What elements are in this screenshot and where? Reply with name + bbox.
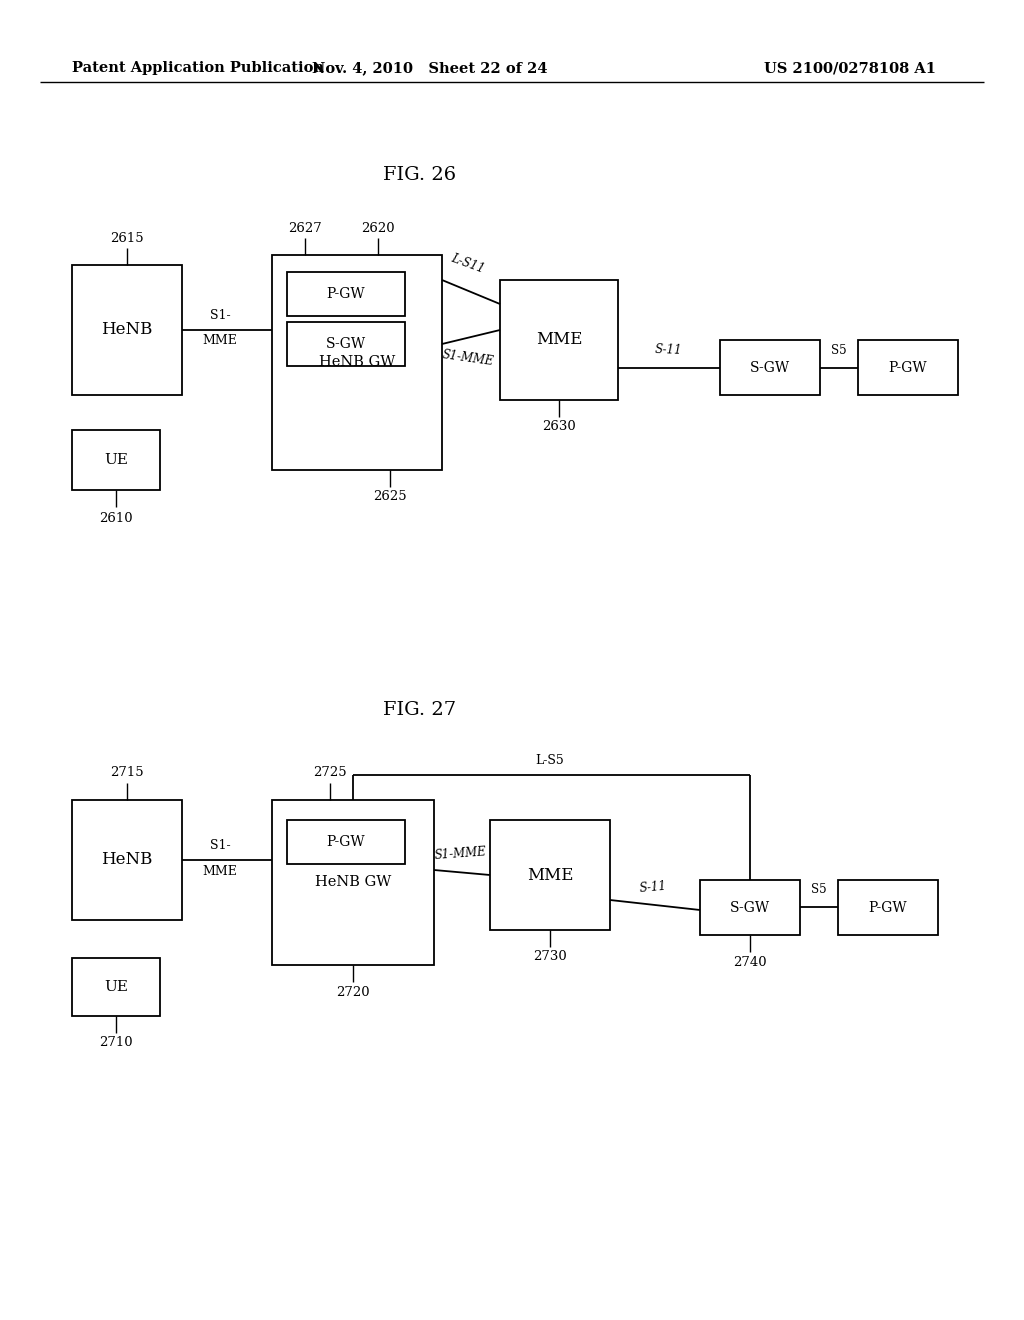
Text: S-GW: S-GW — [730, 900, 770, 915]
Bar — [272, 255, 442, 470]
Text: MME: MME — [203, 334, 238, 347]
Text: 2610: 2610 — [99, 511, 133, 524]
Text: P-GW: P-GW — [868, 900, 907, 915]
Text: HeNB GW: HeNB GW — [314, 875, 391, 890]
Text: 2710: 2710 — [99, 1036, 133, 1049]
Text: S-GW: S-GW — [326, 337, 366, 351]
Text: P-GW: P-GW — [889, 360, 928, 375]
Text: MME: MME — [536, 331, 583, 348]
Text: 2615: 2615 — [111, 231, 143, 244]
Bar — [272, 800, 434, 965]
Text: UE: UE — [104, 453, 128, 467]
Text: 2725: 2725 — [313, 767, 347, 780]
Bar — [287, 820, 406, 865]
Bar — [72, 430, 160, 490]
Text: 2730: 2730 — [534, 950, 567, 964]
Text: Nov. 4, 2010   Sheet 22 of 24: Nov. 4, 2010 Sheet 22 of 24 — [312, 61, 548, 75]
Text: S1-: S1- — [210, 309, 230, 322]
Text: S-11: S-11 — [639, 879, 668, 895]
Text: S-11: S-11 — [654, 343, 682, 356]
Text: FIG. 27: FIG. 27 — [383, 701, 457, 719]
Text: 2625: 2625 — [373, 491, 407, 503]
Text: S1-MME: S1-MME — [441, 348, 495, 368]
Bar — [490, 820, 610, 931]
Text: S5: S5 — [811, 883, 826, 896]
Text: Patent Application Publication: Patent Application Publication — [72, 61, 324, 75]
Bar — [720, 341, 820, 395]
Text: UE: UE — [104, 979, 128, 994]
Text: S5: S5 — [831, 345, 847, 356]
Text: US 2100/0278108 A1: US 2100/0278108 A1 — [764, 61, 936, 75]
Text: 2620: 2620 — [361, 222, 395, 235]
Text: MME: MME — [526, 866, 573, 883]
Bar — [838, 880, 938, 935]
Bar — [858, 341, 958, 395]
Text: L-S11: L-S11 — [450, 252, 486, 276]
Text: S1-MME: S1-MME — [433, 845, 486, 862]
Bar — [72, 800, 182, 920]
Bar — [700, 880, 800, 935]
Text: HeNB GW: HeNB GW — [318, 355, 395, 370]
Bar — [287, 322, 406, 366]
Text: MME: MME — [203, 865, 238, 878]
Text: HeNB: HeNB — [101, 322, 153, 338]
Text: 2740: 2740 — [733, 956, 767, 969]
Bar — [72, 958, 160, 1016]
Text: FIG. 26: FIG. 26 — [383, 166, 457, 183]
Text: S-GW: S-GW — [750, 360, 791, 375]
Text: 2720: 2720 — [336, 986, 370, 998]
Text: S1-: S1- — [210, 840, 230, 851]
Text: 2627: 2627 — [288, 222, 322, 235]
Text: 2715: 2715 — [111, 767, 143, 780]
Text: 2630: 2630 — [542, 421, 575, 433]
Text: P-GW: P-GW — [327, 836, 366, 849]
Text: L-S5: L-S5 — [536, 754, 564, 767]
Text: HeNB: HeNB — [101, 851, 153, 869]
Bar — [500, 280, 618, 400]
Text: P-GW: P-GW — [327, 286, 366, 301]
Bar — [287, 272, 406, 315]
Bar — [72, 265, 182, 395]
